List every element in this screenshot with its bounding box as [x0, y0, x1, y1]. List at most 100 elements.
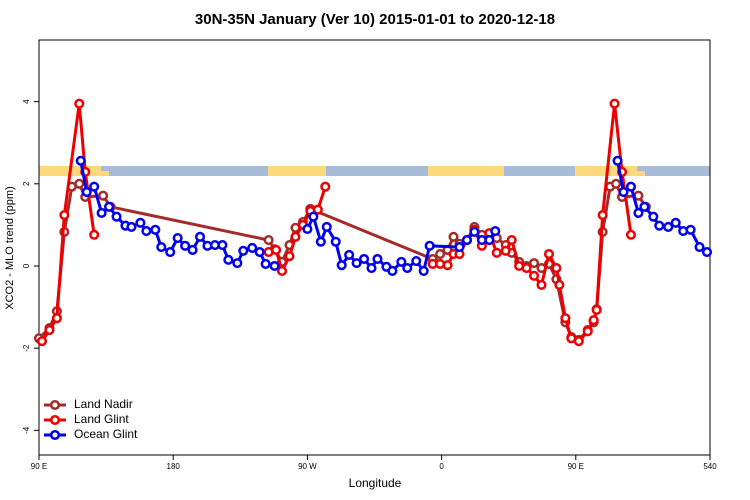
point	[448, 231, 459, 242]
point	[308, 211, 319, 222]
point	[588, 315, 599, 326]
point	[321, 221, 332, 233]
point	[320, 181, 331, 192]
point	[75, 155, 86, 166]
point	[402, 262, 413, 274]
legend-label: Ocean Glint	[74, 427, 138, 441]
point	[290, 231, 301, 242]
point	[573, 336, 584, 347]
point	[543, 249, 555, 260]
point	[506, 235, 517, 246]
point	[150, 224, 161, 235]
point	[418, 265, 429, 276]
point	[435, 249, 446, 260]
point	[315, 236, 326, 247]
land-band	[268, 166, 326, 176]
point	[254, 246, 265, 258]
point	[536, 279, 547, 290]
point	[98, 190, 109, 201]
point	[269, 260, 280, 272]
point	[59, 209, 70, 221]
point	[701, 246, 713, 258]
point	[156, 242, 167, 253]
point	[126, 221, 137, 233]
point	[165, 246, 176, 258]
point	[36, 336, 48, 347]
point	[654, 220, 665, 231]
point	[187, 244, 198, 256]
point	[591, 304, 602, 316]
point	[469, 226, 480, 237]
point	[461, 235, 472, 246]
point	[670, 217, 681, 228]
x-tick-label: 180	[167, 462, 181, 471]
point	[633, 207, 644, 219]
series-line	[79, 160, 708, 275]
point	[611, 178, 622, 189]
point	[81, 186, 92, 198]
point	[625, 229, 637, 240]
y-tick-label: -2	[22, 344, 31, 352]
point	[351, 258, 362, 269]
legend-label: Land Nadir	[74, 397, 133, 411]
y-tick-label: 2	[22, 181, 31, 186]
point	[528, 258, 540, 269]
point	[263, 235, 274, 246]
y-axis-label: XCO2 - MLO trend (ppm)	[4, 186, 16, 309]
point	[366, 262, 377, 274]
point	[528, 270, 540, 281]
point	[618, 186, 629, 198]
x-tick-label: 540	[703, 462, 717, 471]
point	[172, 232, 183, 244]
point	[344, 249, 355, 260]
point	[302, 223, 313, 235]
y-tick-label: 4	[22, 99, 31, 104]
surface-band	[39, 166, 710, 176]
point	[648, 211, 659, 222]
point	[330, 236, 341, 247]
point	[141, 226, 152, 237]
point	[387, 265, 398, 276]
point	[104, 201, 115, 212]
point	[554, 279, 565, 290]
point	[396, 256, 407, 267]
x-tick-label: 90 W	[298, 462, 317, 471]
point	[551, 262, 562, 274]
point	[277, 265, 288, 276]
y-tick-label: -4	[22, 426, 31, 434]
point	[312, 204, 323, 215]
point	[500, 245, 511, 256]
point	[560, 313, 571, 324]
point	[74, 98, 85, 109]
point	[336, 260, 347, 271]
y-tick-label: 0	[22, 263, 31, 268]
point	[491, 247, 502, 258]
legend-marker	[49, 414, 61, 426]
point	[232, 258, 243, 269]
point	[424, 240, 435, 251]
point	[271, 244, 282, 256]
point	[194, 231, 206, 242]
land-band	[637, 171, 645, 176]
point	[89, 229, 100, 240]
point	[135, 217, 146, 228]
point	[51, 313, 62, 324]
point	[247, 242, 258, 253]
land-band	[428, 166, 504, 176]
land-band	[101, 171, 109, 176]
point	[639, 201, 650, 212]
point	[609, 98, 620, 109]
point	[612, 155, 623, 166]
point	[74, 178, 85, 189]
point	[284, 251, 295, 262]
point	[490, 226, 501, 237]
plot-frame	[38, 39, 711, 456]
point	[44, 325, 55, 336]
point	[238, 245, 249, 256]
point	[180, 240, 191, 251]
point	[454, 242, 465, 253]
x-tick-label: 90 E	[568, 462, 584, 471]
point	[582, 326, 593, 337]
